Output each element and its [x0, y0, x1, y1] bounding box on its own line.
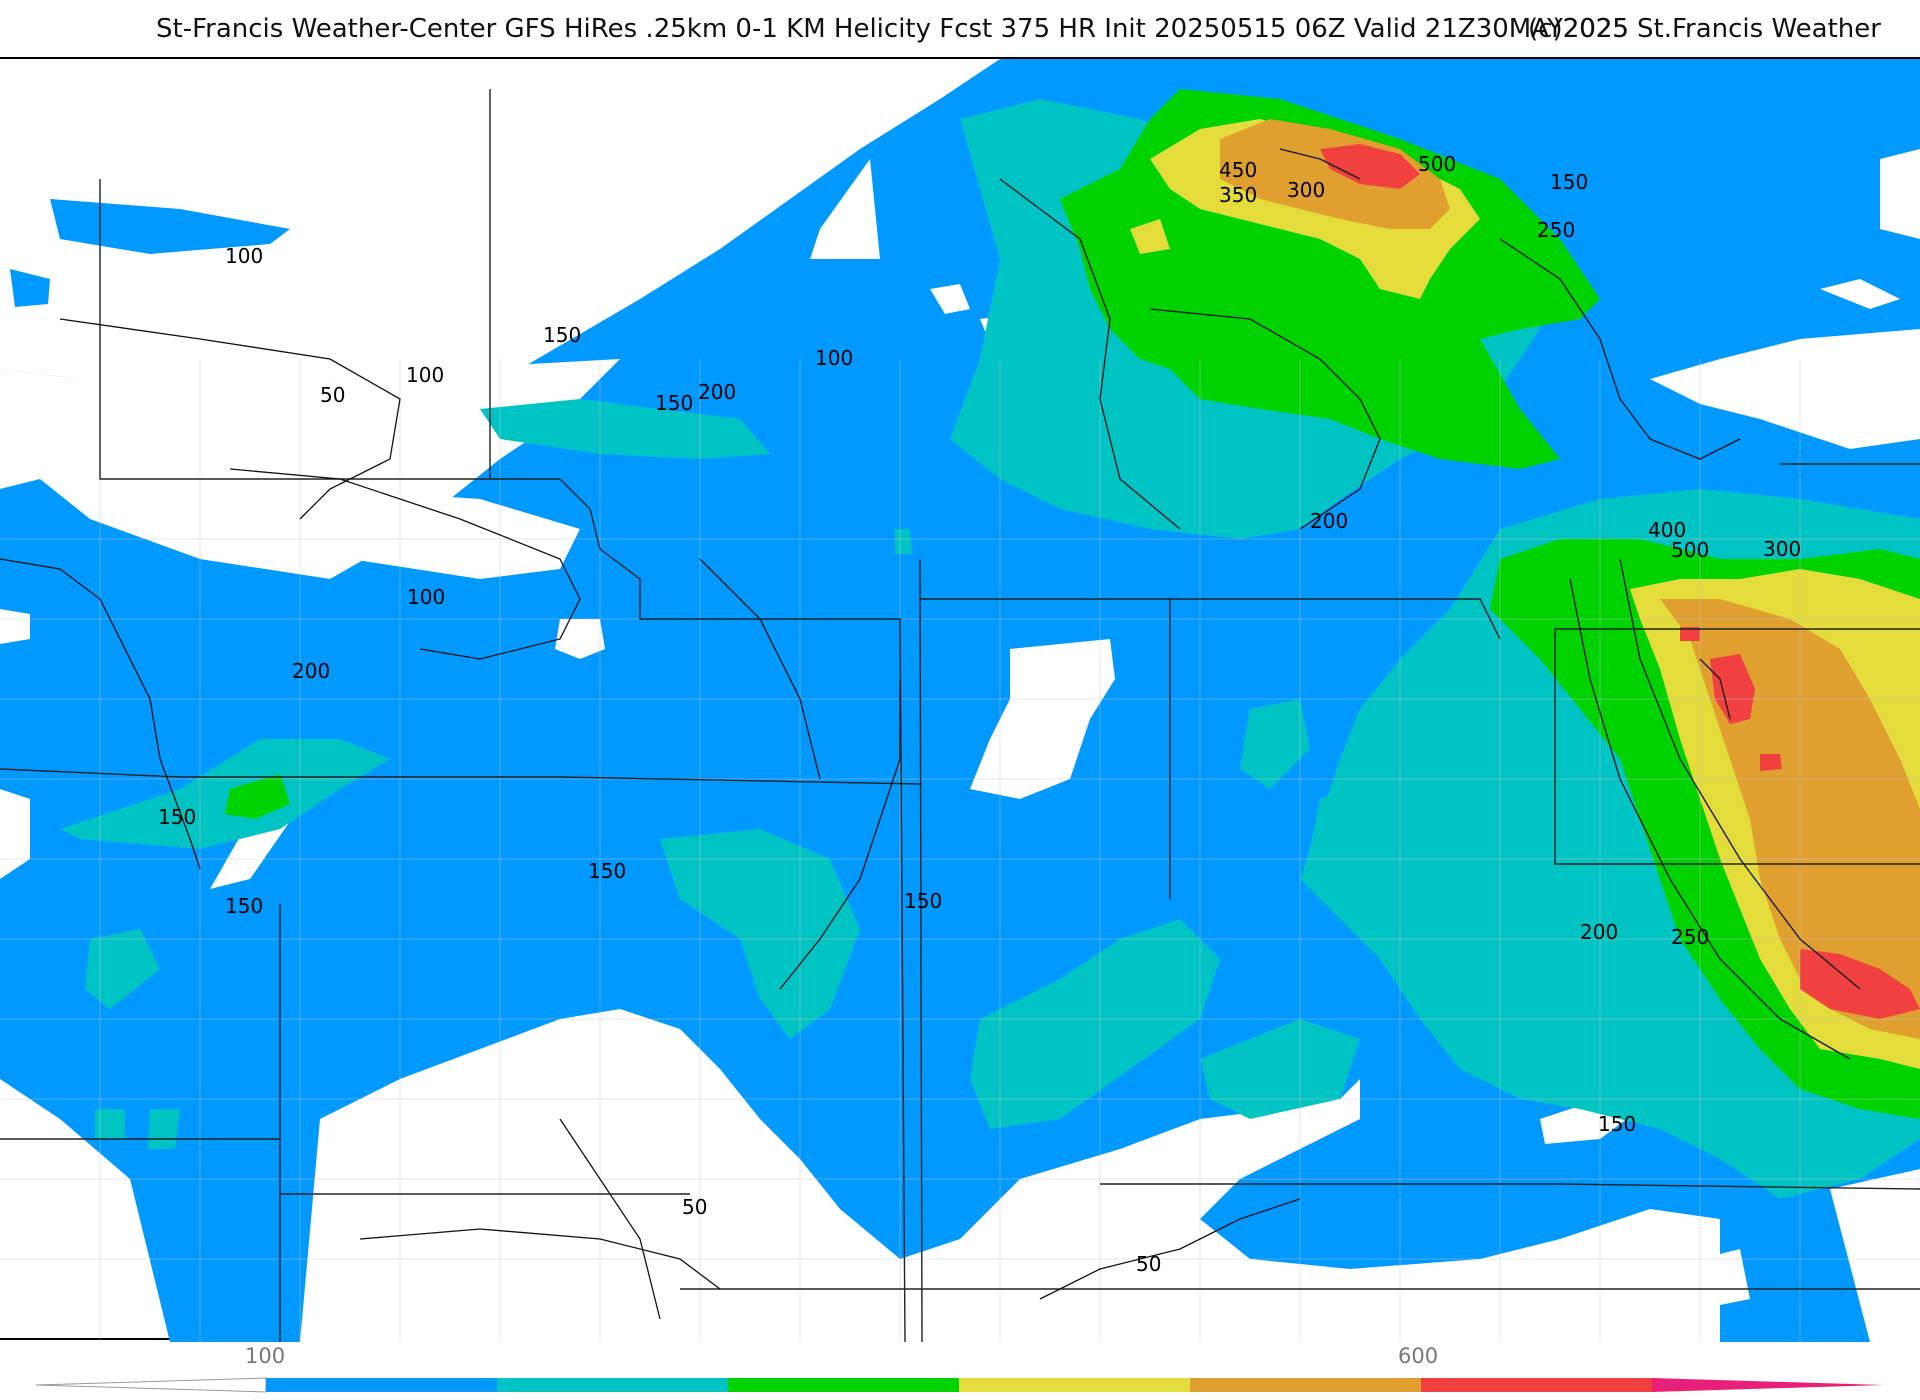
helicity-map: 100 150 150 100 50 200 150 100 100 200 1…	[0, 57, 1920, 1343]
title-text: St-Francis Weather-Center GFS HiRes .25k…	[156, 14, 1630, 44]
contour-label: 400	[1648, 518, 1686, 542]
contour-label: 150	[1550, 170, 1588, 194]
colorbar-segment-600	[1421, 1378, 1652, 1392]
contour-label: 150	[904, 889, 942, 913]
copyright-text: (c)2025 St.Francis Weather	[1528, 14, 1881, 44]
colorbar: 100 600	[0, 1342, 1920, 1400]
contour-label: 50	[682, 1195, 707, 1219]
colorbar-lower-triangle	[35, 1377, 267, 1393]
contour-label: 250	[1537, 218, 1575, 242]
colorbar-upper-triangle	[1652, 1378, 1884, 1392]
colorbar-segment-200	[497, 1378, 728, 1392]
contour-label: 50	[320, 383, 345, 407]
contour-label: 200	[698, 380, 736, 404]
contour-label: 350	[1219, 183, 1257, 207]
colorbar-segment-300	[728, 1378, 959, 1392]
contour-label: 500	[1418, 152, 1456, 176]
state-boundaries	[0, 89, 1920, 1343]
contour-label: 150	[158, 805, 196, 829]
contour-label: 200	[1310, 509, 1348, 533]
map-title: St-Francis Weather-Center GFS HiRes .25k…	[0, 14, 1920, 54]
map-svg: 100 150 150 100 50 200 150 100 100 200 1…	[0, 59, 1920, 1343]
contour-label: 150	[1598, 1112, 1636, 1136]
contour-labels: 100 150 150 100 50 200 150 100 100 200 1…	[158, 152, 1801, 1276]
contour-label: 100	[407, 585, 445, 609]
colorbar-svg	[35, 1377, 1884, 1393]
contour-label: 150	[225, 894, 263, 918]
contour-label: 150	[588, 859, 626, 883]
contour-label: 450	[1219, 158, 1257, 182]
colorbar-segment-500	[1190, 1378, 1421, 1392]
contour-label: 100	[225, 244, 263, 268]
contour-label: 300	[1287, 178, 1325, 202]
contour-label: 100	[406, 363, 444, 387]
contour-label: 150	[655, 391, 693, 415]
contour-label: 150	[543, 323, 581, 347]
contour-label: 500	[1671, 538, 1709, 562]
contour-label: 200	[1580, 920, 1618, 944]
contour-label: 300	[1763, 537, 1801, 561]
contour-label: 250	[1671, 925, 1709, 949]
contour-label: 200	[292, 659, 330, 683]
colorbar-tick-600: 600	[1398, 1344, 1439, 1368]
helicity-contours	[0, 148, 1861, 1320]
contour-label: 50	[1136, 1252, 1161, 1276]
helicity-600-shading	[1320, 144, 1920, 1019]
contour-label: 100	[815, 346, 853, 370]
colorbar-segment-100	[266, 1378, 497, 1392]
colorbar-tick-100: 100	[245, 1344, 286, 1368]
colorbar-segment-400	[959, 1378, 1190, 1392]
county-lines	[0, 359, 1920, 1342]
